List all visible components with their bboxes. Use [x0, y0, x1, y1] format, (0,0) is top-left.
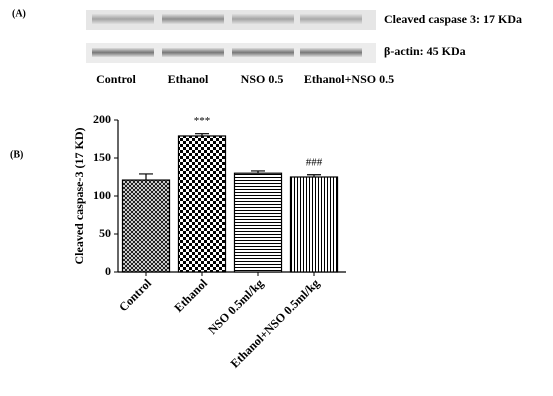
- error-bar: [139, 174, 153, 180]
- blot-band: [300, 48, 362, 57]
- lane-label: Ethanol+NSO 0.5: [304, 72, 394, 86]
- figure: (A) Cleaved caspase 3: 17 KDa β-actin: 4…: [0, 0, 553, 396]
- y-tick-label: 0: [105, 264, 111, 278]
- blot-band: [162, 48, 224, 57]
- row-label: β-actin: 45 KDa: [384, 44, 466, 58]
- blot-band: [232, 48, 294, 57]
- lane-label: Ethanol: [168, 72, 209, 86]
- y-tick-label: 50: [99, 226, 111, 240]
- y-tick-label: 200: [93, 112, 111, 126]
- annotation: ***: [194, 115, 211, 127]
- blot: [86, 10, 376, 63]
- lane-label: NSO 0.5: [241, 72, 284, 86]
- panel-label: (A): [12, 8, 26, 19]
- blot-band: [92, 48, 154, 57]
- blot-band: [232, 14, 294, 24]
- row-label: Cleaved caspase 3: 17 KDa: [384, 12, 522, 26]
- bar: [122, 180, 169, 272]
- blot-band: [162, 14, 224, 24]
- bar: [234, 173, 281, 272]
- y-tick-label: 100: [93, 188, 111, 202]
- x-tick-label: Ethanol: [171, 276, 210, 315]
- blot-band: [92, 14, 154, 24]
- x-tick-label: NSO 0.5ml/kg: [205, 276, 266, 337]
- bar: [290, 177, 337, 272]
- lane-label: Control: [96, 72, 136, 86]
- bar: [178, 136, 225, 272]
- x-tick-label: Control: [116, 276, 154, 314]
- y-tick-label: 150: [93, 150, 111, 164]
- panel-label: (B): [10, 149, 23, 160]
- blot-band: [300, 14, 362, 24]
- y-axis-label: Cleaved caspase-3 (17 KD): [72, 128, 86, 265]
- annotation: ###: [306, 156, 323, 168]
